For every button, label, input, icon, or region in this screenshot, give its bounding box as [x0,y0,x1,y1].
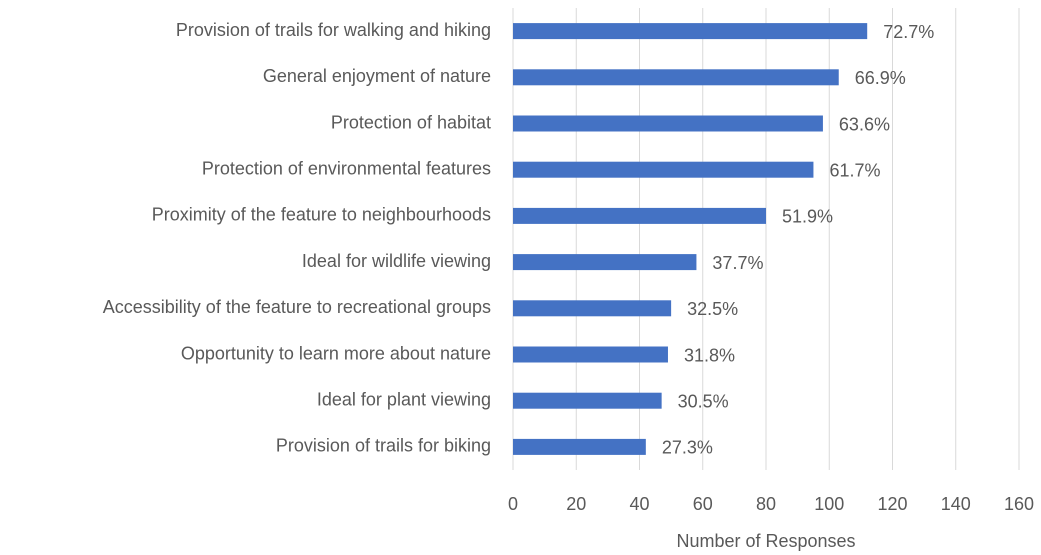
x-tick-label: 60 [693,494,713,514]
data-label: 32.5% [687,299,738,319]
bar [513,300,672,317]
x-tick-label: 0 [508,494,518,514]
y-tick-label: Ideal for plant viewing [317,389,491,409]
x-tick-label: 160 [1004,494,1034,514]
data-label: 51.9% [782,207,833,227]
x-axis-title: Number of Responses [676,531,855,551]
y-tick-label: Provision of trails for walking and hiki… [176,20,491,40]
y-tick-label: Proximity of the feature to neighbourhoo… [152,205,491,225]
bar [513,115,823,132]
x-tick-label: 100 [814,494,844,514]
x-tick-label: 40 [629,494,649,514]
bar [513,254,697,271]
y-tick-label: Ideal for wildlife viewing [302,251,491,271]
data-label: 72.7% [883,22,934,42]
bar [513,161,814,178]
x-tick-label: 20 [566,494,586,514]
data-label: 30.5% [678,391,729,411]
bar [513,438,646,455]
x-tick-label: 120 [877,494,907,514]
bar [513,23,868,40]
y-tick-label: Accessibility of the feature to recreati… [103,297,491,317]
y-tick-label: Opportunity to learn more about nature [181,343,491,363]
bar [513,392,662,409]
y-tick-label: Provision of trails for biking [276,436,491,456]
data-label: 31.8% [684,345,735,365]
bar [513,346,668,363]
y-tick-label: Protection of habitat [331,112,491,132]
data-label: 66.9% [855,68,906,88]
y-tick-label: Protection of environmental features [202,158,491,178]
data-label: 61.7% [829,160,880,180]
data-label: 63.6% [839,114,890,134]
data-label: 37.7% [712,253,763,273]
x-tick-label: 140 [941,494,971,514]
y-tick-label: General enjoyment of nature [263,66,491,86]
bar [513,207,766,224]
data-label: 27.3% [662,438,713,458]
x-tick-label: 80 [756,494,776,514]
bar [513,69,839,86]
